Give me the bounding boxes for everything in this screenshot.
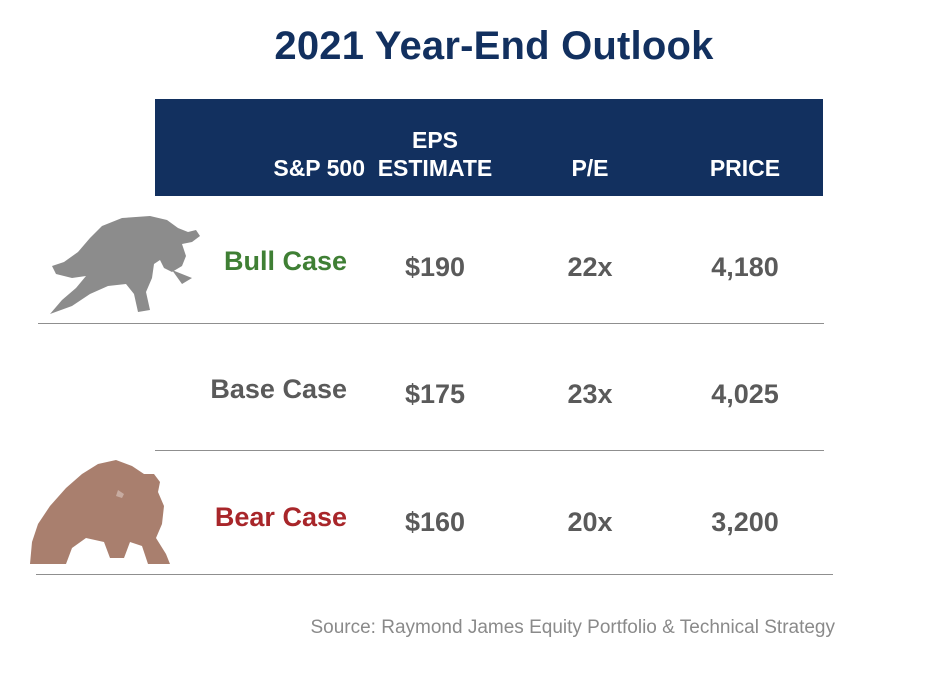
case-label-bull: Bull Case — [223, 246, 347, 276]
eps-bull: $190 — [404, 252, 466, 282]
table-header: S&P 500 EPS ESTIMATE P/E PRICE — [155, 99, 823, 196]
row-divider — [36, 574, 833, 575]
page-title: 2021 Year-End Outlook — [274, 24, 714, 68]
pe-base: 23x — [567, 379, 613, 409]
table-row-base: Base Case $175 23x 4,025 — [0, 340, 929, 440]
header-pe: P/E — [571, 155, 609, 181]
source-note: Source: Raymond James Equity Portfolio &… — [310, 617, 835, 638]
price-base: 4,025 — [711, 379, 779, 409]
case-label-base: Base Case — [210, 374, 347, 404]
table-row-bear: Bear Case $160 20x 3,200 — [0, 468, 929, 568]
header-sp500: S&P 500 — [273, 155, 365, 181]
pe-bear: 20x — [567, 507, 613, 537]
pe-bull: 22x — [567, 252, 613, 282]
bear-icon — [30, 460, 170, 564]
header-eps-estimate: EPS ESTIMATE — [360, 126, 510, 182]
price-bull: 4,180 — [711, 252, 779, 282]
table-row-bull: Bull Case $190 22x 4,180 — [0, 212, 929, 312]
price-bear: 3,200 — [711, 507, 779, 537]
bull-icon — [50, 216, 200, 314]
header-eps-line1: EPS — [411, 127, 459, 153]
header-price: PRICE — [709, 155, 781, 181]
row-divider — [155, 450, 824, 451]
header-eps-line2: ESTIMATE — [377, 155, 493, 181]
row-divider — [38, 323, 824, 324]
eps-base: $175 — [404, 379, 466, 409]
eps-bear: $160 — [404, 507, 466, 537]
case-label-bear: Bear Case — [214, 502, 347, 532]
